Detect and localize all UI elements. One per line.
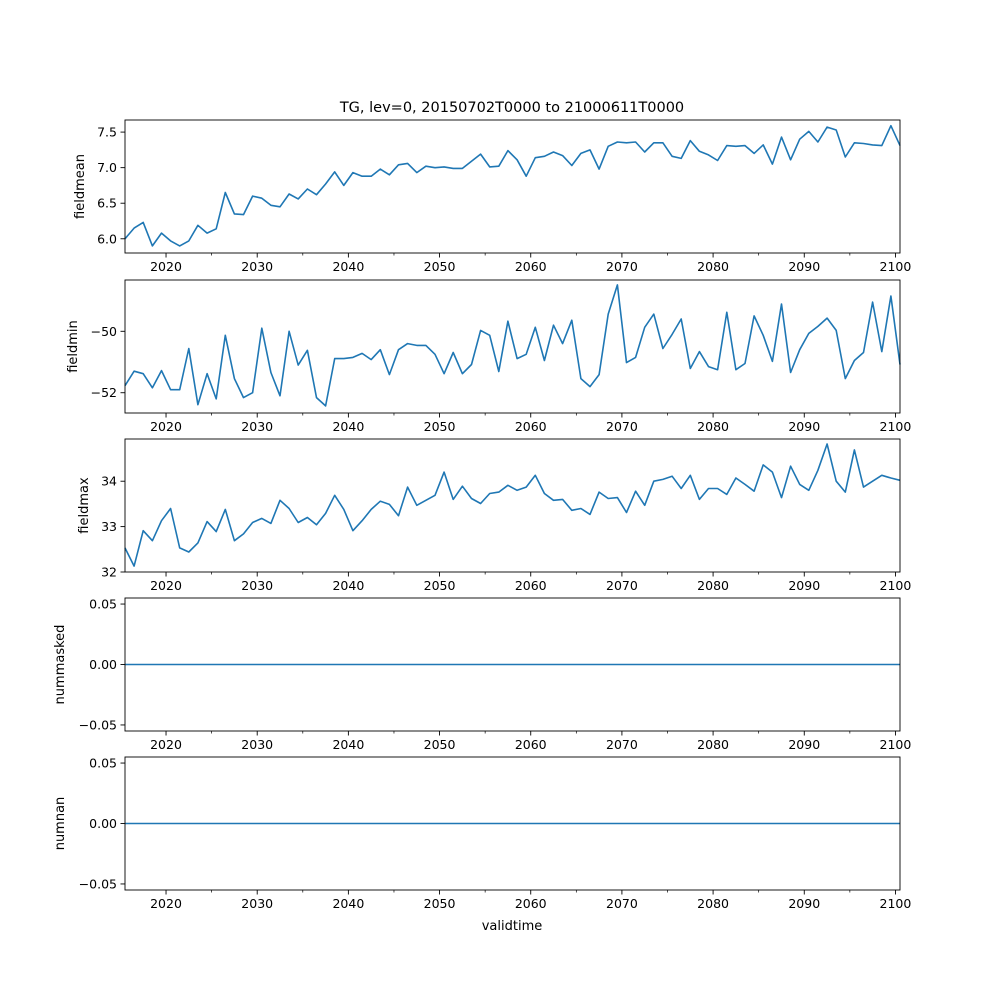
x-tick-label: 2080 [697,578,729,593]
x-tick-label: 2090 [788,578,820,593]
y-tick-label: 34 [101,474,117,489]
x-tick-label: 2020 [150,419,182,434]
x-tick-label: 2040 [332,896,364,911]
y-tick-label: 7.0 [97,160,117,175]
x-tick-label: 2050 [424,896,456,911]
axes-frame-fieldmin [124,279,901,414]
y-tick-label: 0.05 [89,597,117,612]
x-tick-label: 2100 [880,419,912,434]
x-tick-label: 2090 [788,896,820,911]
y-tick-label: 33 [101,519,117,534]
series-line-fieldmax [124,443,901,567]
y-axis-label-fieldmin: fieldmin [66,320,81,373]
x-tick-label: 2020 [150,737,182,752]
x-tick-label: 2100 [880,259,912,274]
x-tick-label: 2070 [606,737,638,752]
x-tick-label: 2090 [788,419,820,434]
x-tick-label: 2080 [697,737,729,752]
x-tick-label: 2030 [241,737,273,752]
y-tick-label: 32 [101,565,117,580]
y-tick-label: 0.00 [89,657,117,672]
x-tick-label: 2070 [606,419,638,434]
chart-title: TG, lev=0, 20150702T0000 to 21000611T000… [339,100,684,116]
y-tick-label: 7.5 [97,125,117,140]
x-tick-label: 2050 [424,419,456,434]
y-axis-label-numnan: numnan [53,797,68,851]
y-tick-label: −52 [91,385,117,400]
x-axis-label: validtime [482,919,543,934]
x-tick-label: 2030 [241,578,273,593]
x-tick-label: 2040 [332,578,364,593]
series-line-fieldmin [124,284,901,407]
y-tick-label: −50 [91,324,117,339]
x-tick-label: 2030 [241,419,273,434]
x-tick-label: 2050 [424,578,456,593]
x-tick-label: 2020 [150,896,182,911]
x-tick-label: 2020 [150,578,182,593]
y-axis-label-fieldmax: fieldmax [77,477,92,534]
axes-frame-fieldmean [124,119,901,254]
x-tick-label: 2080 [697,259,729,274]
x-tick-label: 2100 [880,896,912,911]
x-tick-label: 2080 [697,896,729,911]
y-axis-label-fieldmean: fieldmean [73,154,88,219]
y-tick-label: 0.00 [89,816,117,831]
y-tick-label: 0.05 [89,756,117,771]
series-line-fieldmean [124,124,901,247]
x-tick-label: 2020 [150,259,182,274]
x-tick-label: 2060 [515,896,547,911]
x-tick-label: 2030 [241,259,273,274]
x-tick-label: 2060 [515,419,547,434]
x-tick-label: 2050 [424,259,456,274]
x-tick-label: 2070 [606,259,638,274]
y-tick-label: −0.05 [79,876,117,891]
axes-frame-fieldmax [124,438,901,573]
y-tick-label: 6.5 [97,196,117,211]
x-tick-label: 2070 [606,896,638,911]
y-tick-label: 6.0 [97,231,117,246]
x-tick-label: 2060 [515,578,547,593]
y-tick-label: −0.05 [79,717,117,732]
y-axis-label-nummasked: nummasked [53,625,68,705]
x-tick-label: 2040 [332,259,364,274]
x-tick-label: 2070 [606,578,638,593]
x-tick-label: 2060 [515,737,547,752]
x-tick-label: 2030 [241,896,273,911]
x-tick-label: 2050 [424,737,456,752]
x-tick-label: 2040 [332,419,364,434]
x-tick-label: 2100 [880,578,912,593]
x-tick-label: 2060 [515,259,547,274]
x-tick-label: 2090 [788,259,820,274]
x-tick-label: 2040 [332,737,364,752]
x-tick-label: 2080 [697,419,729,434]
x-tick-label: 2090 [788,737,820,752]
x-tick-label: 2100 [880,737,912,752]
